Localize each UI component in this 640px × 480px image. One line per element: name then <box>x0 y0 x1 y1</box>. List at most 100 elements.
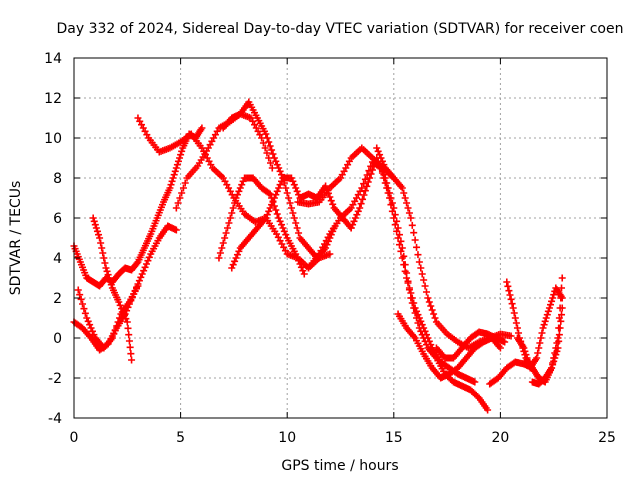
data-point <box>278 221 286 229</box>
data-point <box>279 224 287 232</box>
data-point <box>368 166 376 174</box>
data-point <box>103 267 111 275</box>
data-point <box>411 309 419 317</box>
data-point <box>77 295 85 303</box>
data-point <box>221 234 229 242</box>
data-point <box>384 184 392 192</box>
data-point <box>273 187 281 195</box>
data-point <box>512 319 520 327</box>
data-point <box>233 251 241 259</box>
data-point <box>270 154 278 162</box>
data-point <box>224 224 232 232</box>
data-point <box>542 314 550 322</box>
data-point <box>115 314 123 322</box>
data-point <box>90 331 98 339</box>
data-point <box>418 331 426 339</box>
data-point <box>388 199 396 207</box>
data-point <box>113 322 121 330</box>
data-point <box>358 184 366 192</box>
data-point <box>326 193 334 201</box>
data-point <box>115 298 123 306</box>
data-point <box>543 311 551 319</box>
data-point <box>91 221 99 229</box>
x-tick-label: 10 <box>278 430 296 446</box>
data-point <box>387 194 395 202</box>
data-point <box>506 291 514 299</box>
data-point <box>272 157 280 165</box>
data-point <box>507 295 515 303</box>
data-point <box>326 250 334 258</box>
data-point <box>413 314 421 322</box>
data-point <box>397 247 405 255</box>
data-point <box>225 219 233 227</box>
data-point <box>403 199 411 207</box>
data-point <box>275 184 283 192</box>
data-point <box>263 211 271 219</box>
data-point <box>523 354 531 362</box>
data-point <box>134 282 142 290</box>
y-tick-label: -4 <box>48 411 62 427</box>
data-point <box>105 274 113 282</box>
data-point <box>322 182 330 190</box>
data-point <box>172 164 180 172</box>
data-point <box>102 264 110 272</box>
data-point <box>231 257 239 265</box>
data-point <box>231 199 239 207</box>
data-point <box>124 324 132 332</box>
data-point <box>555 337 563 345</box>
series-track-4 <box>89 214 136 364</box>
x-tick-label: 0 <box>70 430 79 446</box>
data-point <box>108 334 116 342</box>
data-point <box>273 210 281 218</box>
data-point <box>496 344 504 352</box>
data-point <box>430 310 438 318</box>
data-point <box>414 251 422 259</box>
data-point <box>425 298 433 306</box>
data-point <box>405 286 413 294</box>
data-point <box>553 347 561 355</box>
y-tick-label: 6 <box>53 211 62 227</box>
data-point <box>405 209 413 217</box>
data-point <box>266 204 274 212</box>
data-point <box>398 184 406 192</box>
data-point <box>111 326 119 334</box>
data-point <box>276 217 284 225</box>
data-point <box>120 311 128 319</box>
data-point <box>552 351 560 359</box>
data-point <box>268 164 276 172</box>
data-point <box>104 271 112 279</box>
data-point <box>376 151 384 159</box>
data-point <box>394 224 402 232</box>
data-point <box>114 318 122 326</box>
data-point <box>292 219 300 227</box>
data-point <box>259 139 267 147</box>
data-point <box>391 211 399 219</box>
data-point <box>504 282 512 290</box>
data-point <box>300 270 308 278</box>
data-point <box>424 294 432 302</box>
data-point <box>283 189 291 197</box>
data-point <box>549 294 557 302</box>
data-point <box>471 378 479 386</box>
data-point <box>219 239 227 247</box>
x-tick-label: 20 <box>491 430 509 446</box>
data-point <box>415 324 423 332</box>
data-point <box>262 130 270 138</box>
data-point <box>380 161 388 169</box>
data-point <box>275 214 283 222</box>
data-point <box>280 227 288 235</box>
data-point <box>106 277 114 285</box>
x-tick-label: 25 <box>598 430 616 446</box>
data-point <box>373 144 381 152</box>
data-point <box>295 229 303 237</box>
y-axis-title: SDTVAR / TECUs <box>8 181 24 296</box>
data-point <box>557 317 565 325</box>
series-track-19 <box>513 284 566 372</box>
data-point <box>380 171 388 179</box>
data-point <box>407 294 415 302</box>
data-point <box>176 154 184 162</box>
data-point <box>554 344 562 352</box>
data-point <box>407 214 415 222</box>
data-point <box>403 269 411 277</box>
